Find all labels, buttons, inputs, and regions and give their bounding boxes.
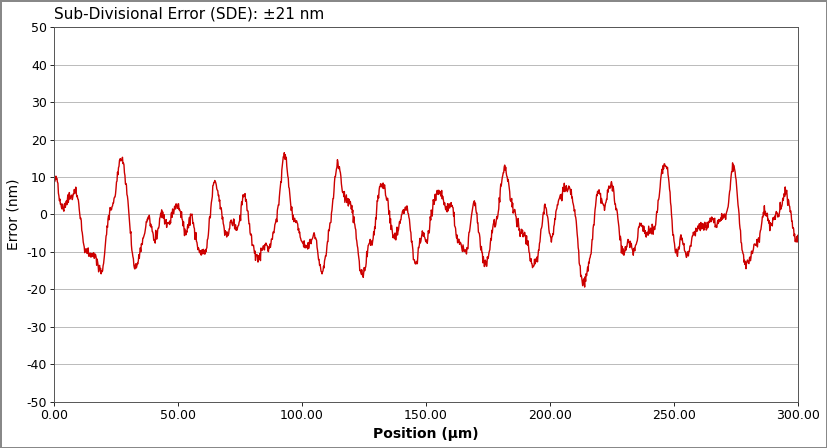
X-axis label: Position (μm): Position (μm) — [373, 427, 479, 441]
Y-axis label: Error (nm): Error (nm) — [7, 179, 21, 250]
Text: Sub-Divisional Error (SDE): ±21 nm: Sub-Divisional Error (SDE): ±21 nm — [54, 7, 324, 22]
